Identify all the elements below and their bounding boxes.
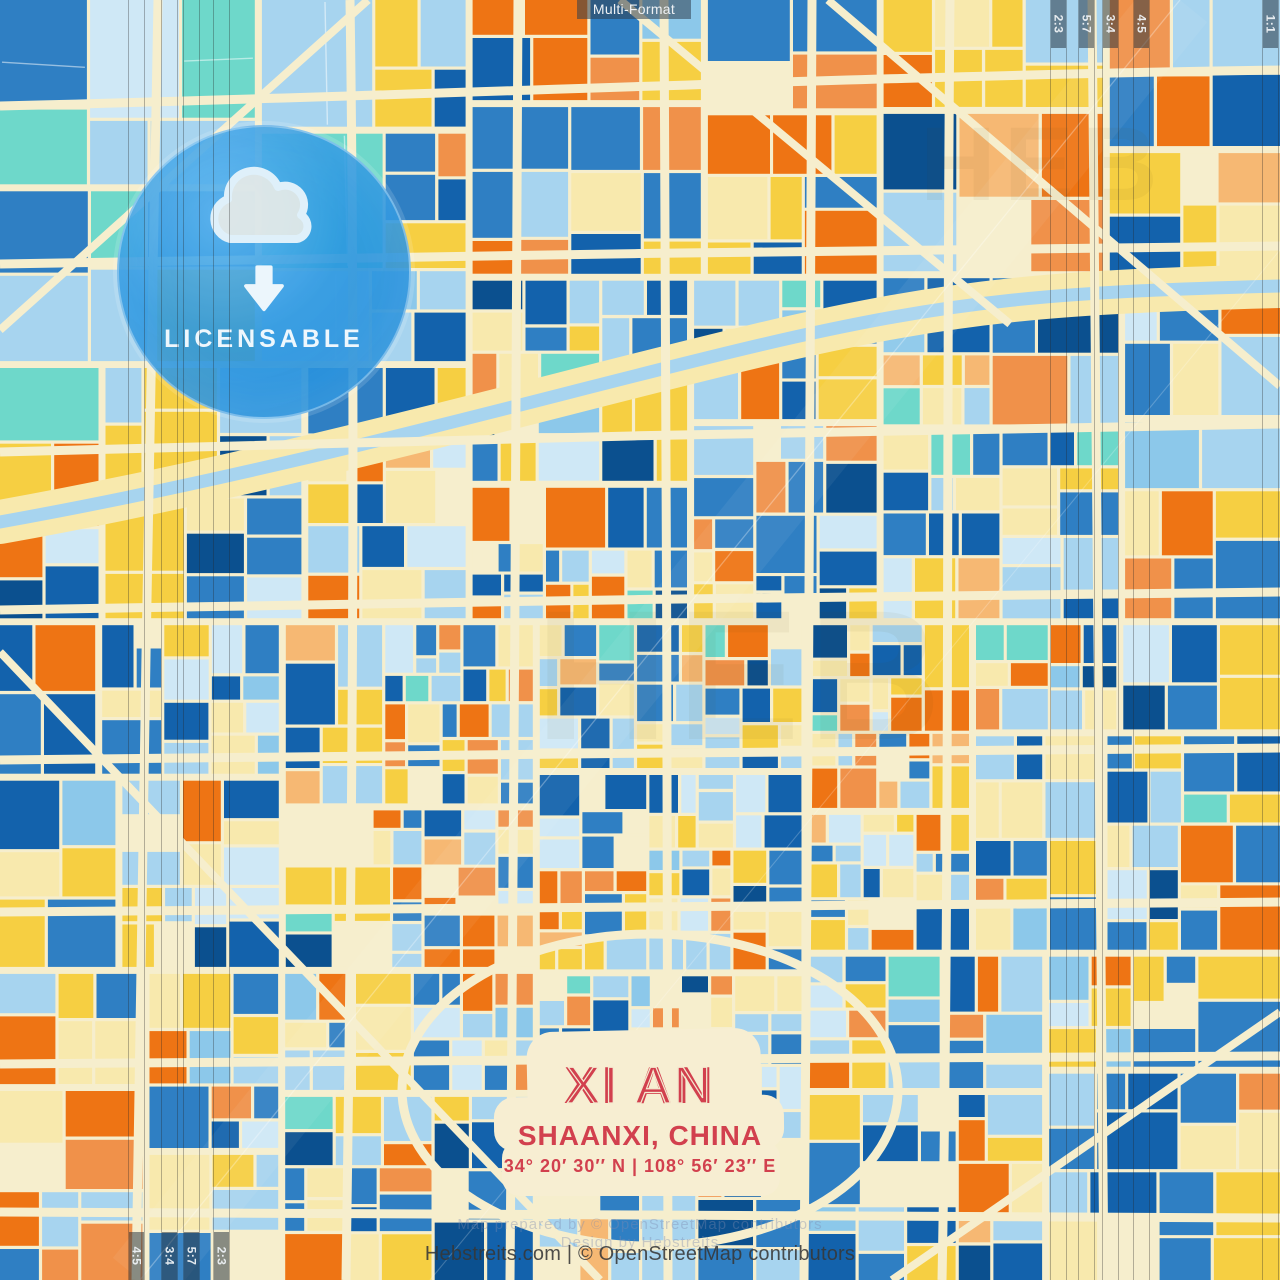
crop-guide-label: 1:1 [1263, 0, 1278, 48]
crop-guide-strip: 5:7 [183, 0, 200, 1280]
crop-guide-label: 3:4 [1103, 0, 1118, 48]
crop-guide-strip: 3:4 [161, 0, 178, 1280]
license-badge-label: LICENSABLE [164, 325, 364, 353]
crop-guide-strip: 5:7 [1078, 0, 1095, 1280]
crop-guide-strip: 3:4 [1102, 0, 1119, 1280]
crop-guide-label: 3:4 [162, 1232, 177, 1280]
crop-guide-label: 5:7 [184, 1232, 199, 1280]
crop-guide-label: 2:3 [214, 1232, 229, 1280]
crop-guide-label: 2:3 [1051, 0, 1066, 48]
crop-guide-label: 4:5 [129, 1232, 144, 1280]
cloud-icon [210, 166, 312, 243]
download-arrow-icon [244, 265, 284, 312]
crop-guide-label: 5:7 [1079, 0, 1094, 48]
attribution-line: Hebstreits.com | © OpenStreetMap contrib… [424, 1243, 856, 1265]
license-badge: LICENSABLE [117, 125, 411, 419]
crop-guide-strip: 2:3 [1050, 0, 1067, 1280]
crop-guide-strip: 4:5 [128, 0, 145, 1280]
crop-guide-label: 4:5 [1134, 0, 1149, 48]
format-badge: Multi-Format [577, 0, 691, 19]
crop-guide-strip: 4:5 [1133, 0, 1150, 1280]
crop-guide-strip: 1:1 [1262, 0, 1279, 1280]
crop-guide-strip: 2:3 [213, 0, 230, 1280]
